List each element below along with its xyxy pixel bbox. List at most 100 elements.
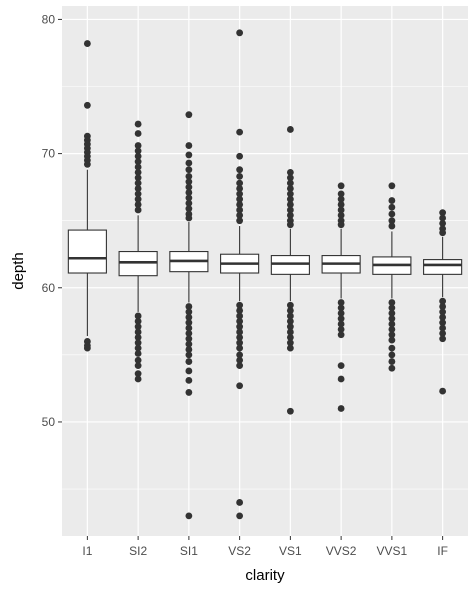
box-VS2 (220, 29, 260, 520)
outlier-point (439, 308, 447, 316)
outlier-point (185, 376, 193, 384)
outlier-point (185, 142, 193, 149)
outlier-point (134, 174, 142, 182)
outlier-point (185, 303, 193, 310)
outlier-point (388, 203, 396, 211)
outlier-point (185, 319, 193, 327)
outlier-point (236, 190, 244, 198)
outlier-point (236, 351, 244, 359)
x-axis-title: clarity (245, 567, 285, 584)
x-tick-label: VS2 (228, 544, 251, 558)
outlier-point (286, 211, 294, 219)
outlier-point (286, 185, 294, 192)
outlier-point (337, 221, 345, 229)
outlier-point (185, 194, 193, 202)
outlier-point (185, 308, 193, 316)
box-SI1 (169, 111, 209, 520)
y-tick-label: 70 (42, 147, 56, 161)
outlier-point (134, 158, 142, 166)
outlier-point (236, 128, 244, 136)
outlier-point (185, 214, 193, 222)
outlier-point (236, 317, 244, 325)
outlier-point (134, 323, 142, 331)
outlier-point (388, 210, 396, 218)
x-tick-label: SI2 (129, 544, 147, 558)
outlier-point (185, 178, 193, 186)
outlier-point (236, 195, 244, 203)
outlier-point (134, 362, 142, 369)
outlier-point (337, 331, 345, 339)
outlier-point (134, 147, 142, 155)
outlier-point (388, 336, 396, 344)
outlier-point (236, 339, 244, 347)
outlier-point (185, 351, 193, 359)
axes: 50 60 70 80 I1 SI2 SI1 VS2 VS1 VVS2 VVS1 IF (42, 12, 448, 558)
outlier-point (439, 209, 447, 217)
outlier-point (286, 317, 294, 325)
outlier-point (286, 328, 294, 336)
outlier-point (134, 370, 142, 378)
outlier-point (134, 339, 142, 347)
outlier-point (236, 323, 244, 331)
outlier-point (134, 312, 142, 320)
outlier-point (439, 324, 447, 332)
outlier-point (134, 344, 142, 352)
outlier-point (134, 168, 142, 176)
outlier-point (185, 205, 193, 213)
outlier-point (337, 211, 345, 219)
outlier-point (83, 101, 91, 109)
outlier-point (388, 344, 396, 352)
outlier-point (439, 319, 447, 327)
outlier-point (388, 299, 396, 306)
outlier-point (134, 317, 142, 325)
outlier-point (388, 331, 396, 339)
outlier-point (134, 350, 142, 357)
outlier-point (337, 299, 345, 306)
outlier-point (185, 159, 193, 167)
outlier-point (134, 190, 142, 198)
outlier-point (337, 320, 345, 328)
outlier-point (286, 174, 294, 182)
outlier-point (337, 182, 345, 190)
box-iqr (118, 250, 158, 277)
outlier-point (134, 120, 142, 128)
x-tick-label: VVS2 (326, 544, 357, 558)
outlier-point (236, 307, 244, 314)
outlier-point (236, 29, 244, 37)
outlier-point (185, 313, 193, 321)
outlier-point (134, 195, 142, 203)
x-tick-label: I1 (82, 544, 92, 558)
outlier-point (134, 334, 142, 341)
box-iqr (270, 255, 310, 275)
outlier-point (439, 313, 447, 321)
outlier-point (439, 387, 447, 395)
box-I1 (67, 40, 107, 352)
outlier-point (236, 217, 244, 225)
outlier-point (286, 195, 294, 203)
outlier-point (439, 329, 447, 337)
outlier-point (388, 197, 396, 204)
outlier-point (185, 346, 193, 353)
outlier-point (388, 222, 396, 230)
outlier-point (134, 375, 142, 383)
outlier-point (388, 217, 396, 225)
outlier-point (337, 206, 345, 214)
outlier-point (236, 344, 244, 352)
outlier-point (185, 183, 193, 191)
outlier-point (286, 179, 294, 187)
box-VS1 (270, 126, 310, 415)
y-axis-title: depth (10, 252, 27, 290)
outlier-point (439, 229, 447, 237)
outlier-point (388, 364, 396, 372)
outlier-point (388, 351, 396, 359)
outlier-point (439, 219, 447, 227)
outlier-point (337, 405, 345, 412)
outlier-point (286, 190, 294, 198)
box-IF (423, 209, 463, 395)
outlier-point (236, 166, 244, 174)
outlier-point (185, 199, 193, 207)
outlier-point (185, 358, 193, 365)
outlier-point (439, 214, 447, 222)
outlier-point (337, 201, 345, 208)
